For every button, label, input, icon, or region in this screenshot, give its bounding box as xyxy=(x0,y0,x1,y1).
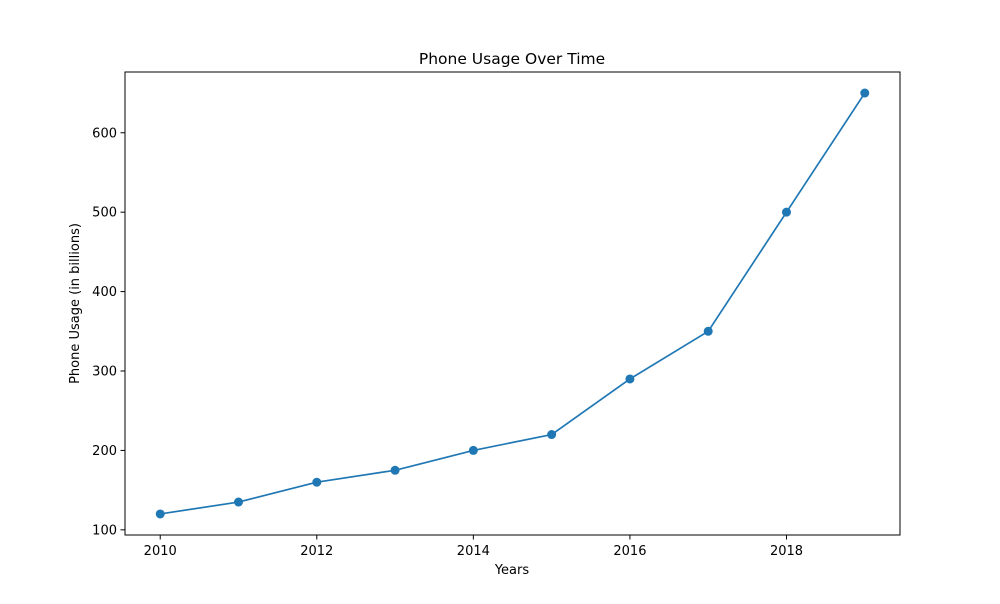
plot-frame xyxy=(124,71,901,536)
x-tick-label: 2018 xyxy=(770,544,803,559)
y-tick-label: 100 xyxy=(92,523,117,538)
data-point xyxy=(547,430,557,440)
x-axis-label: Years xyxy=(494,563,530,578)
data-point xyxy=(390,465,400,475)
x-tick-label: 2016 xyxy=(613,544,646,559)
x-tick-label: 2012 xyxy=(300,544,333,559)
y-tick-label: 300 xyxy=(92,365,117,380)
y-axis-label: Phone Usage (in billions) xyxy=(68,223,83,384)
series-line xyxy=(160,92,866,515)
data-point xyxy=(703,326,713,336)
y-tick-label: 500 xyxy=(92,206,117,221)
data-point xyxy=(312,477,322,487)
data-point xyxy=(468,445,478,455)
series-layer xyxy=(155,88,870,519)
data-point xyxy=(234,497,244,507)
chart-title: Phone Usage Over Time xyxy=(419,50,605,68)
y-tick-label: 600 xyxy=(92,126,117,141)
data-point xyxy=(155,509,165,519)
x-tick-label: 2010 xyxy=(144,544,177,559)
y-axis-ticks: 100 200 300 400 500 600 xyxy=(92,126,125,538)
x-tick-label: 2014 xyxy=(457,544,490,559)
data-point xyxy=(860,88,870,98)
x-axis-ticks: 2010 2012 2014 2016 2018 xyxy=(144,535,803,559)
data-point xyxy=(625,374,635,384)
data-point xyxy=(781,207,791,217)
y-tick-label: 200 xyxy=(92,444,117,459)
y-tick-label: 400 xyxy=(92,285,117,300)
